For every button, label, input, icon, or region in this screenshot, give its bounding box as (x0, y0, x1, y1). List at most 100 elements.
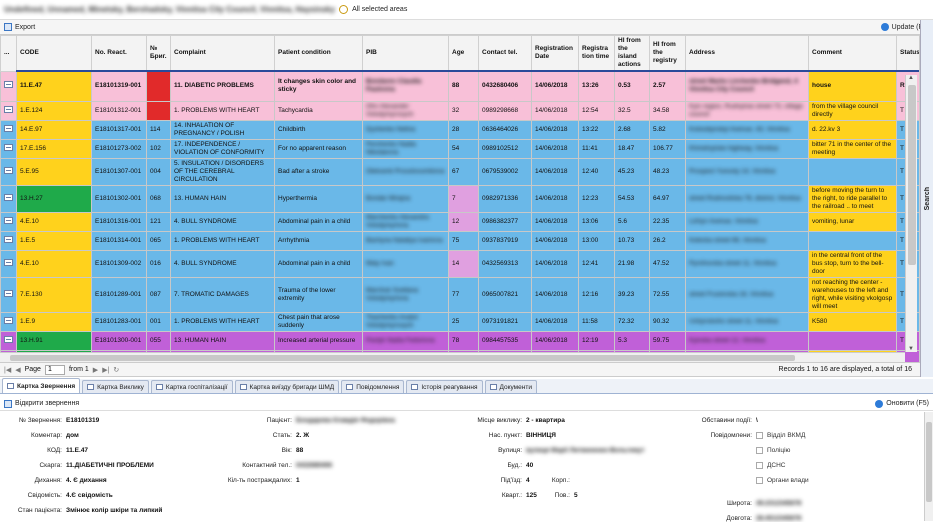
vertical-scrollbar[interactable]: ▲ ▼ (905, 75, 917, 352)
column-header[interactable]: CODE (16, 35, 92, 72)
tab-6[interactable]: Документи (484, 380, 537, 393)
table-row[interactable]: 4.Е.10 E18101309-002 016 4. BULL SYNDROME Ab… (0, 249, 919, 278)
cell-time: 12:54 (578, 100, 615, 121)
cell-code: 5.Е.95 (16, 157, 92, 186)
table-row[interactable]: 13.Н.27 E18101302-001 068 13. HUMAN HAIN Hyp… (0, 184, 919, 213)
table-row[interactable]: 4.Е.10 E18101316-001 121 4. BULL SYNDROME Ab… (0, 211, 919, 232)
refresh-pager-icon[interactable]: ↻ (113, 366, 120, 374)
checkbox[interactable] (756, 447, 763, 454)
row-icon-cell[interactable] (0, 311, 17, 332)
scroll-down-icon[interactable]: ▼ (908, 346, 914, 352)
cell-addr-text: street Rodnosilska 78, district, Vinnits… (689, 194, 801, 202)
column-header[interactable]: Age (448, 35, 479, 72)
column-header[interactable]: Complaint (170, 35, 275, 72)
cell-code-text: 5.Е.95 (20, 167, 39, 175)
cell-addr: Lizhyn Avenue, Vinnitsa (685, 211, 809, 232)
row-open-icon[interactable] (4, 124, 13, 132)
export-button[interactable]: Export (4, 23, 35, 31)
table-row[interactable]: 7.Е.130 E18101289-001 087 7. TROMATIC DAMAG… (0, 276, 919, 313)
row-icon-cell[interactable] (0, 184, 17, 213)
tab-5[interactable]: Історія реагування (406, 380, 483, 393)
row-open-icon[interactable] (4, 216, 13, 224)
open-request-button[interactable]: Відкрити звернення (4, 399, 79, 408)
row-icon-cell[interactable] (0, 100, 17, 121)
row-icon-cell[interactable] (0, 230, 17, 251)
horizontal-scrollbar[interactable] (0, 352, 905, 362)
cell-pib-text: Pershenko Nadia Nikolaevna (366, 140, 416, 156)
row-open-icon[interactable] (4, 289, 13, 297)
column-header[interactable]: HI from the registry (649, 35, 686, 72)
cell-date-text: 14/06/2018 (535, 82, 568, 90)
tab-4[interactable]: Повідомлення (341, 380, 405, 393)
tab-label: Картка госпіталізації (165, 383, 228, 391)
notify-option[interactable]: Відділ ВКМД (756, 432, 805, 439)
checkbox[interactable] (756, 477, 763, 484)
checkbox[interactable] (756, 462, 763, 469)
row-open-icon[interactable] (4, 143, 13, 151)
row-icon-cell[interactable] (0, 119, 17, 140)
notify-option[interactable]: Органи влади (756, 477, 809, 484)
detail-scrollbar[interactable] (924, 412, 933, 521)
detail-scrollbar-thumb[interactable] (926, 422, 932, 502)
cell-pib: Bachyna Nataliya Ivanivna (362, 230, 449, 251)
table-row[interactable]: 17.Е.156 E18101273-002 102 17. INDEPENDENCE… (0, 138, 919, 159)
search-side-tab[interactable]: Search (920, 20, 933, 377)
row-open-icon[interactable] (4, 235, 13, 243)
cell-addr: Kelecka street 66, Vinnitsa (685, 230, 809, 251)
row-icon-cell[interactable] (0, 211, 17, 232)
scroll-up-icon[interactable]: ▲ (908, 75, 914, 81)
table-row[interactable]: 13.Н.91 E18101300-001 055 13. HUMAN HAIN Inc… (0, 330, 919, 351)
row-open-icon[interactable] (4, 105, 13, 113)
refresh-detail-button[interactable]: Оновити (F5) (875, 399, 929, 408)
tab-2[interactable]: Картка госпіталізації (150, 380, 233, 393)
column-header[interactable]: Registra tion time (578, 35, 615, 72)
notify-option[interactable]: ДСНС (756, 462, 785, 469)
page-input[interactable] (44, 364, 65, 375)
row-icon-cell[interactable] (0, 157, 17, 186)
table-row[interactable]: 1.Е.124 E18101312-001 1. PROBLEMS WITH HEA… (0, 100, 919, 121)
column-header[interactable]: Address (685, 35, 809, 72)
row-icon-cell[interactable] (0, 138, 17, 159)
column-header[interactable]: PIB (362, 35, 449, 72)
hscrollbar-thumb[interactable] (10, 355, 795, 361)
table-row[interactable]: 1.Е.5 E18101314-001 065 1. PROBLEMS WITH HE… (0, 230, 919, 251)
first-page-icon[interactable]: |◀ (4, 366, 12, 374)
notify-option[interactable]: Поліцію (756, 447, 790, 454)
cell-hi1-text: 2.68 (618, 125, 631, 133)
search-icon[interactable] (339, 5, 349, 14)
tab-3[interactable]: Картка виїзду бригади ШМД (234, 380, 340, 393)
table-row[interactable]: 5.Е.95 E18101307-001 004 5. INSULATION / DI… (0, 157, 919, 186)
table-row[interactable]: 14.Е.97 E18101317-001 114 14. INHALATION OF… (0, 119, 919, 140)
column-header[interactable]: ... (0, 35, 17, 72)
tab-0[interactable]: Картка Звернення (2, 378, 81, 393)
next-page-icon[interactable]: ▶ (92, 366, 99, 374)
row-icon-cell[interactable] (0, 330, 17, 351)
row-icon-cell[interactable] (0, 276, 17, 313)
table-row[interactable]: 11.Е.47 E18101319-001 11. DIABETIC PROBLEM… (0, 70, 919, 102)
column-header[interactable]: Comment (808, 35, 897, 72)
row-icon-cell[interactable] (0, 249, 17, 278)
column-header[interactable]: Contact tel. (478, 35, 532, 72)
calls-grid: ... CODE No. React. № Бриг. Complaint Patient… (0, 35, 920, 362)
row-open-icon[interactable] (4, 81, 13, 88)
tab-1[interactable]: Картка Виклику (82, 380, 149, 393)
all-areas-label[interactable]: All selected areas (352, 6, 408, 13)
table-row[interactable]: 1.Е.9 E18101283-001 001 1. PROBLEMS WITH HE… (0, 311, 919, 332)
prev-page-icon[interactable]: ◀ (15, 366, 21, 374)
row-open-icon[interactable] (4, 316, 13, 324)
column-header[interactable]: HI from the island actions (614, 35, 650, 72)
row-open-icon[interactable] (4, 258, 13, 266)
column-header[interactable]: Patient condition (274, 35, 363, 72)
column-header[interactable]: Status (896, 35, 919, 72)
row-open-icon[interactable] (4, 335, 13, 343)
row-open-icon[interactable] (4, 193, 13, 201)
column-header[interactable]: № Бриг. (146, 35, 171, 72)
row-icon-cell[interactable] (0, 70, 17, 102)
row-open-icon[interactable] (4, 166, 13, 174)
column-header[interactable]: Registration Date (531, 35, 579, 72)
checkbox[interactable] (756, 432, 763, 439)
update-button[interactable]: Update (F5) (880, 23, 929, 31)
last-page-icon[interactable]: ▶| (102, 366, 110, 374)
scrollbar-thumb[interactable] (908, 85, 916, 265)
column-header[interactable]: No. React. (91, 35, 147, 72)
